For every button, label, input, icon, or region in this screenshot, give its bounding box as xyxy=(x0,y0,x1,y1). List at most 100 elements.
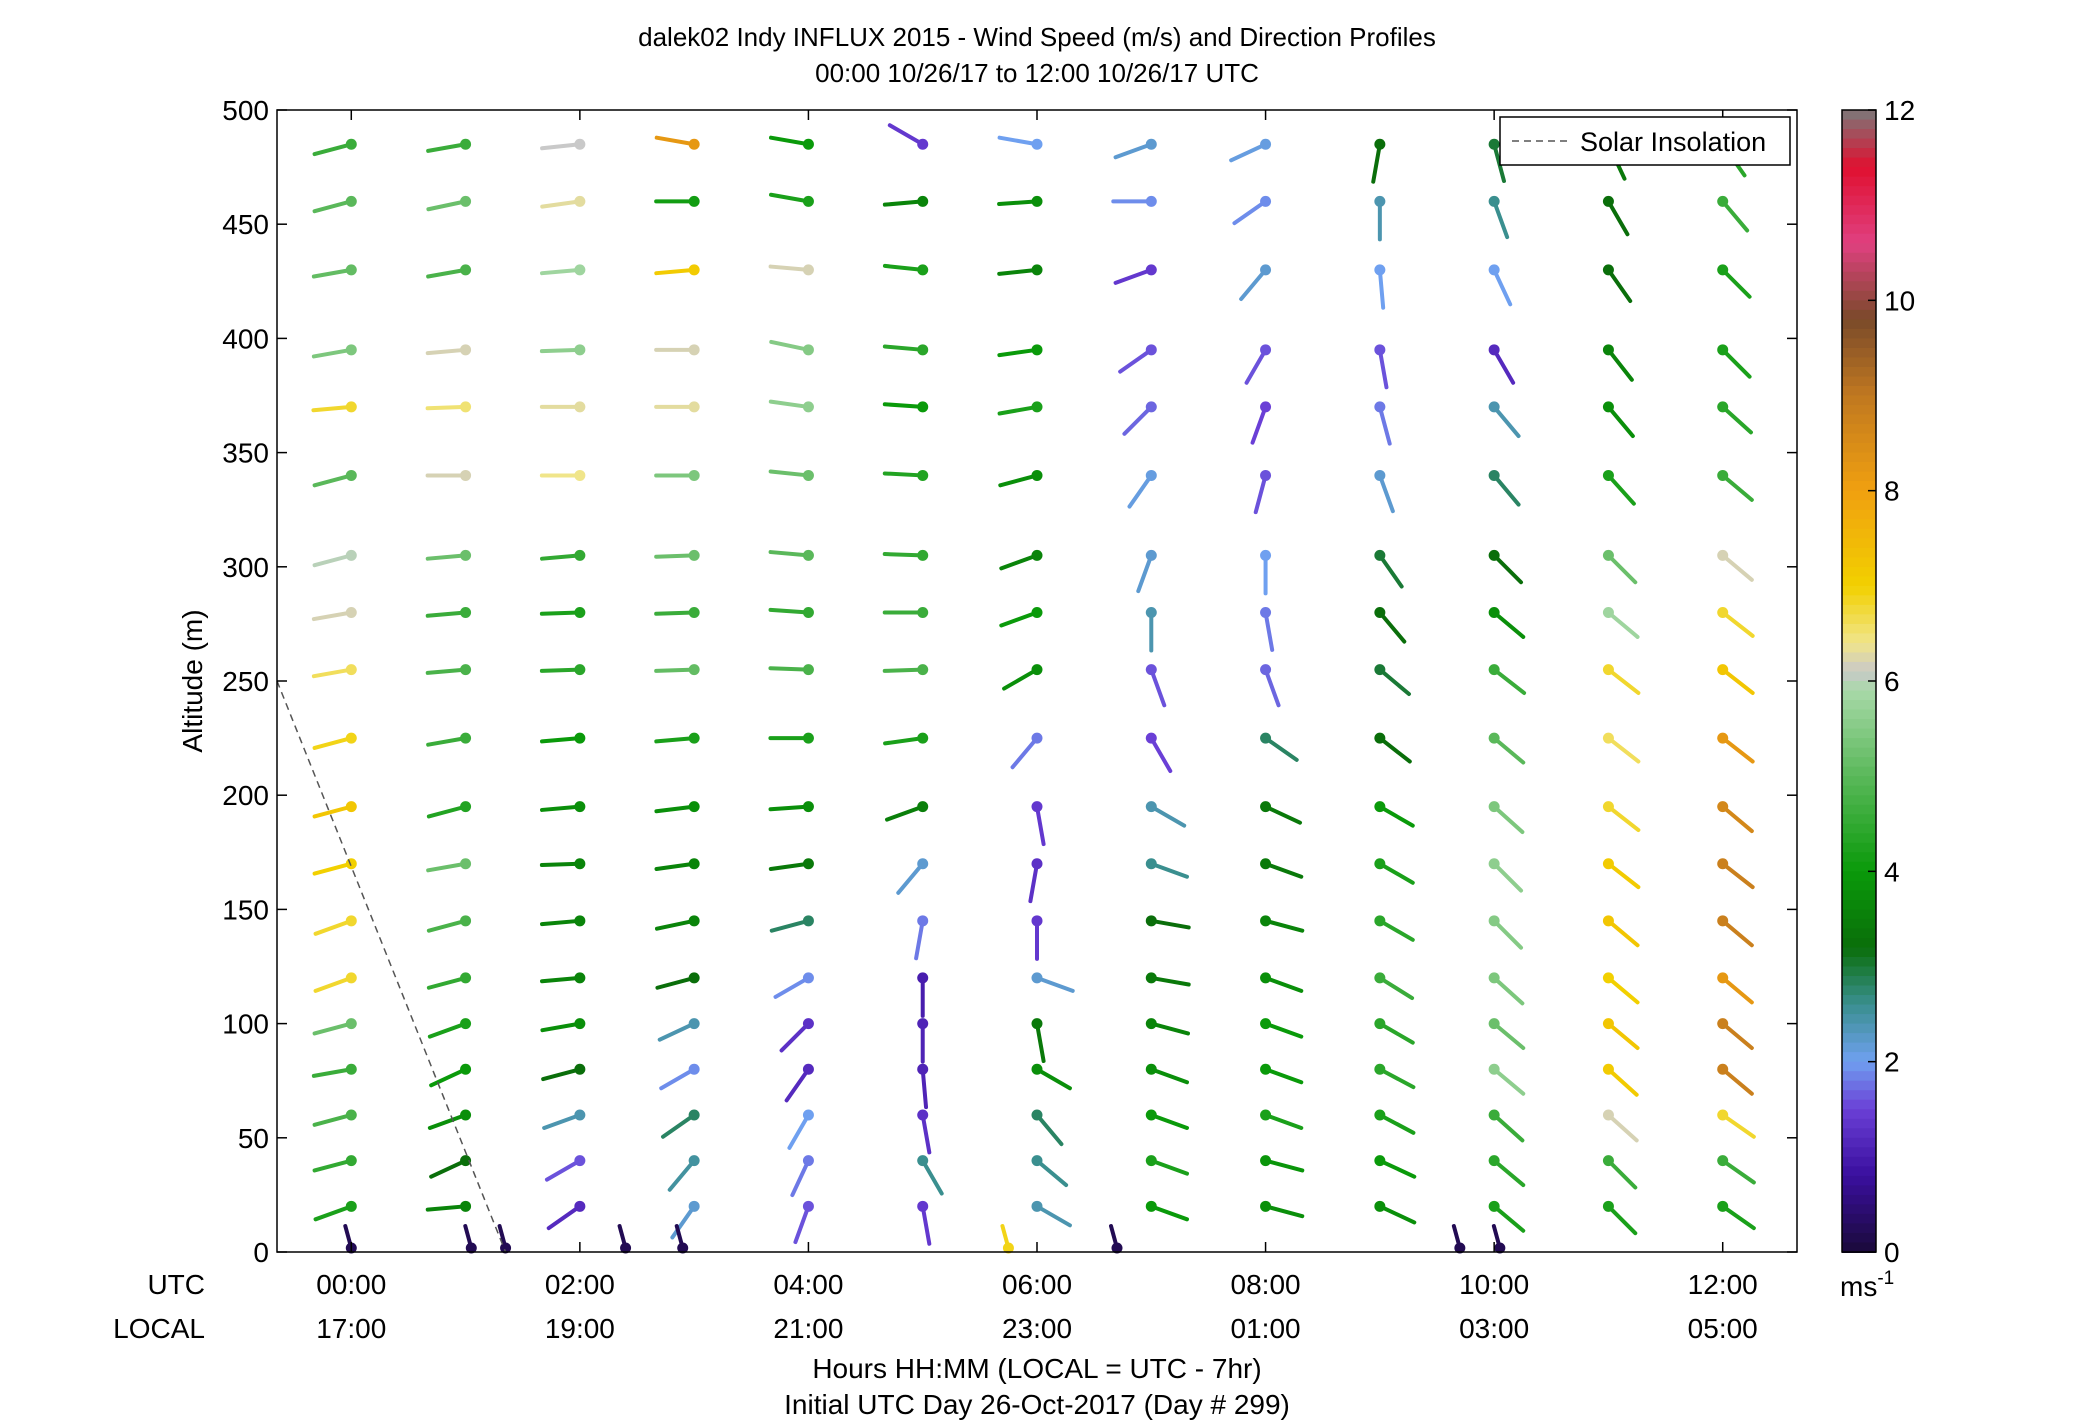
colorbar-tick-label: 0 xyxy=(1884,1237,1900,1268)
wind-barb xyxy=(1606,1112,1639,1143)
wind-barb xyxy=(882,199,925,207)
wind-barb xyxy=(1229,142,1268,163)
wind-barb xyxy=(546,1204,582,1231)
x-tick-label-local: 23:00 xyxy=(1002,1313,1072,1344)
colorbar-segment xyxy=(1842,1052,1876,1063)
wind-barb xyxy=(1720,473,1754,502)
wind-barb xyxy=(1606,553,1638,585)
wind-barb xyxy=(882,263,925,272)
wind-barb xyxy=(1377,1067,1416,1090)
y-axis-label: Altitude (m) xyxy=(177,609,208,752)
wind-barb xyxy=(654,861,697,872)
wind-barb xyxy=(311,267,354,279)
wind-barb xyxy=(1492,404,1521,439)
colorbar-segment xyxy=(1842,1166,1876,1177)
wind-barb-head xyxy=(1374,1155,1386,1167)
wind-barb xyxy=(1492,347,1516,385)
wind-barb-head xyxy=(1602,469,1614,481)
wind-barb-head xyxy=(574,549,586,561)
wind-barb xyxy=(887,123,925,147)
wind-barb xyxy=(427,1021,468,1039)
wind-barb-head xyxy=(1260,1155,1272,1167)
wind-barb-head xyxy=(917,138,929,150)
wind-barb-head xyxy=(1031,915,1043,927)
colorbar-segment xyxy=(1842,899,1876,911)
wind-barb xyxy=(1377,804,1415,828)
wind-barb-head xyxy=(917,401,929,413)
wind-barb-head xyxy=(1374,1018,1386,1030)
wind-barb-head xyxy=(802,138,814,150)
wind-barb-head xyxy=(917,1200,929,1212)
wind-barb xyxy=(1606,1067,1639,1097)
wind-barb-head xyxy=(802,1109,814,1121)
colorbar-segment xyxy=(1842,738,1876,749)
wind-barb xyxy=(1136,553,1154,594)
wind-barb-head xyxy=(1260,549,1272,561)
colorbar-segment xyxy=(1842,452,1876,464)
wind-barb-head xyxy=(802,195,814,207)
colorbar-segment xyxy=(1842,937,1876,949)
wind-barb-head xyxy=(802,972,814,984)
wind-barb xyxy=(425,347,468,356)
wind-barb xyxy=(1606,347,1634,382)
wind-barb xyxy=(540,918,582,927)
wind-barb xyxy=(1606,1204,1638,1236)
wind-barb-head xyxy=(1717,1063,1729,1075)
wind-barb-head xyxy=(1374,664,1386,676)
wind-barb xyxy=(1606,404,1635,439)
colorbar-segment xyxy=(1842,186,1876,197)
colorbar-segment xyxy=(1842,814,1876,825)
wind-barb xyxy=(654,918,697,931)
wind-barb xyxy=(311,667,354,679)
wind-barb xyxy=(920,1112,932,1155)
colorbar-segment xyxy=(1842,233,1876,245)
wind-barb xyxy=(1720,736,1755,764)
wind-barb xyxy=(882,471,925,478)
wind-barb xyxy=(1492,473,1521,507)
wind-barb-head xyxy=(1031,858,1043,870)
wind-barb-head xyxy=(1145,1063,1157,1075)
wind-barb xyxy=(1113,267,1154,285)
wind-barb-head xyxy=(1717,1155,1729,1167)
wind-barb-head xyxy=(1602,606,1614,618)
wind-barb-head xyxy=(1717,469,1729,481)
wind-barb-head xyxy=(345,801,357,813)
wind-barb xyxy=(657,1021,697,1042)
x-tick-label-utc: 06:00 xyxy=(1002,1269,1072,1300)
wind-barb xyxy=(429,1067,468,1088)
wind-barb xyxy=(425,553,468,561)
wind-barb xyxy=(997,199,1039,207)
wind-barb xyxy=(659,1067,697,1091)
wind-barb-head xyxy=(345,195,357,207)
colorbar-segment xyxy=(1842,661,1876,673)
wind-barb xyxy=(1035,1204,1072,1228)
wind-barb xyxy=(1263,610,1275,652)
colorbar-segment xyxy=(1842,281,1876,292)
colorbar-segment xyxy=(1842,1033,1876,1044)
y-tick-label: 400 xyxy=(222,323,269,354)
colorbar-segment xyxy=(1842,376,1876,387)
colorbar-segment xyxy=(1842,861,1876,873)
wind-barb xyxy=(1035,1158,1069,1188)
wind-barb xyxy=(1122,404,1154,436)
wind-barb xyxy=(1492,267,1513,307)
wind-barb-head xyxy=(688,664,700,676)
wind-barb xyxy=(1035,804,1046,847)
wind-barb xyxy=(769,135,811,147)
wind-barb-head xyxy=(1488,1063,1500,1075)
wind-barb-head xyxy=(917,915,929,927)
wind-barb-head xyxy=(1145,264,1157,276)
wind-barb xyxy=(1606,975,1640,1005)
wind-barb xyxy=(1606,861,1641,890)
colorbar-segment xyxy=(1842,547,1876,559)
wind-barb xyxy=(539,667,582,673)
wind-barb xyxy=(773,975,811,999)
wind-barb xyxy=(1244,347,1268,385)
wind-barb-head xyxy=(1260,664,1272,676)
wind-barb-head xyxy=(917,344,929,356)
wind-barb xyxy=(1720,861,1755,890)
wind-barb-head xyxy=(688,972,700,984)
wind-barb xyxy=(1149,1021,1190,1036)
colorbar-segment xyxy=(1842,1023,1876,1035)
wind-barb-head xyxy=(917,732,929,744)
